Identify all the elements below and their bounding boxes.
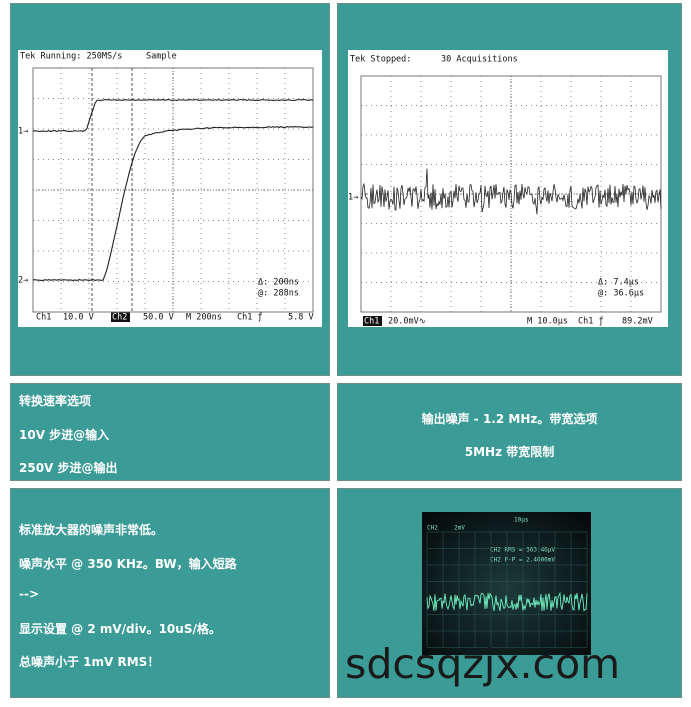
photo-text: CH2 P-P = 2.4000mV [490, 557, 555, 564]
cell: 转换速率选项 10V 步进@输入 250V 步进@输出 [10, 383, 330, 481]
cell-text: 输出噪声 - 1.2 MHz。带宽选项 [421, 412, 598, 426]
readout: Ch1 ƒ [237, 313, 263, 323]
readout: 10.0 V [63, 313, 94, 323]
trace [360, 168, 662, 215]
readout: M 10.0µs [527, 317, 568, 327]
readout: 89.2mV [622, 317, 653, 327]
readout: Ch1 [364, 317, 379, 327]
scope-header: Tek Running: 250MS/s [20, 52, 122, 62]
photo-text: CH2 RMS = 363.46μV [490, 547, 555, 554]
scope-mode: Sample [146, 52, 177, 62]
cell-text: 显示设置 @ 2 mV/div。10uS/格。 [19, 622, 221, 636]
readout: 20.0mV∿ [388, 317, 426, 327]
scope-acquisitions: 30 Acquisitions [441, 55, 518, 65]
watermark: sdcsqzjx.com [345, 640, 621, 688]
cursor-at: @: 288ns [258, 289, 299, 299]
channel-marker: 1→ [18, 127, 28, 137]
channel-marker: 2→ [18, 276, 28, 286]
cell: 标准放大器的噪声非常低。 噪声水平 @ 350 KHz。BW，输入短路 --> … [10, 488, 330, 698]
trace [32, 126, 314, 282]
readout: M 200ns [186, 313, 222, 323]
readout: Ch2 [112, 313, 127, 323]
scope-photo: CH2 2mV 10μs CH2 RMS = 363.46μV CH2 P-P … [422, 512, 591, 655]
photo-text: 10μs [514, 517, 529, 524]
cell-text: 噪声水平 @ 350 KHz。BW，输入短路 [19, 557, 237, 571]
readout: 5.8 V [288, 313, 314, 323]
cell: 输出噪声 - 1.2 MHz。带宽选项 5MHz 带宽限制 [337, 383, 682, 481]
scope-screen: Tek Stopped: 30 Acquisitions 1→ Δ: 7.4µs… [348, 50, 668, 327]
cell-text: 10V 步进@输入 [19, 428, 110, 442]
cursor-at: @: 36.6µs [598, 289, 644, 299]
cell-text: 250V 步进@输出 [19, 461, 118, 475]
readout: Ch1 ƒ [578, 317, 604, 327]
photo-text: 2mV [454, 525, 465, 532]
cell-text: 标准放大器的噪声非常低。 [19, 523, 164, 537]
trace [426, 591, 588, 612]
cursor-delta: Δ: 200ns [258, 278, 299, 288]
readout-box [363, 316, 382, 326]
trace [32, 98, 314, 133]
cell-text: 5MHz 带宽限制 [464, 445, 555, 459]
photo-bg [422, 512, 591, 655]
readout: 50.0 V [143, 313, 174, 323]
scope-header: Tek Stopped: [350, 55, 411, 65]
cell-text: --> [19, 587, 40, 601]
cell-text: 转换速率选项 [19, 394, 92, 408]
readout: Ch1 [36, 313, 51, 323]
channel-marker: 1→ [348, 193, 358, 203]
cursor-delta: Δ: 7.4µs [598, 278, 639, 288]
cell-text: 总噪声小于 1mV RMS！ [19, 655, 160, 669]
photo-text: CH2 [427, 525, 438, 532]
scope-screen: Tek Running: 250MS/s Sample 1→ 2→ Δ: 200… [18, 50, 322, 327]
readout-box [111, 312, 130, 322]
